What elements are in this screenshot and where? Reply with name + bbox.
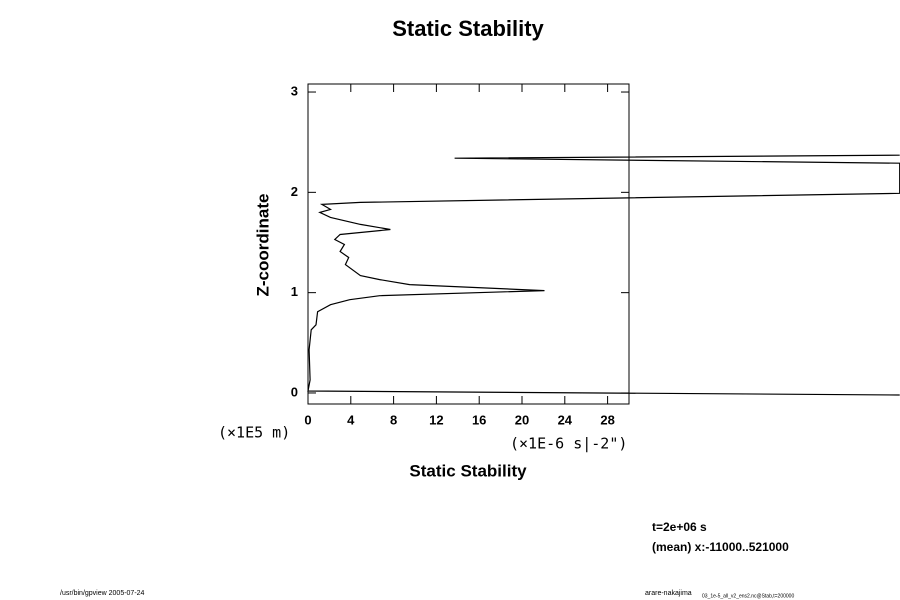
chart-title: Static Stability [392,16,544,41]
x-tick-label: 20 [515,412,529,427]
data-line [307,154,900,396]
y-tick-label: 0 [291,384,298,399]
annotation: (mean) x:-11000..521000 [652,540,789,554]
plot-frame [307,83,630,405]
footer: arare-nakajima [645,590,692,597]
x-tick-label: 8 [390,412,397,427]
y-unit-label: (×1E5 m) [218,424,290,442]
x-tick-label: 4 [347,412,355,427]
x-tick-label: 16 [472,412,486,427]
x-tick-label: 28 [600,412,614,427]
footer: 03_1e-5_all_v2_ens2.nc@Stab,t=200000 [702,593,794,599]
y-tick-label: 2 [291,184,298,199]
x-tick-label: 24 [558,412,573,427]
x-tick-label: 0 [304,412,311,427]
y-tick-label: 3 [291,83,298,98]
x-unit-label: (×1E-6 s|-2") [510,435,627,453]
y-axis-label: Z-coordinate [253,194,272,297]
footer: /usr/bin/gpview 2005-07-24 [60,590,145,597]
x-axis-label: Static Stability [409,461,527,480]
x-tick-label: 12 [429,412,443,427]
y-tick-label: 1 [291,284,298,299]
annotation: t=2e+06 s [652,520,707,534]
